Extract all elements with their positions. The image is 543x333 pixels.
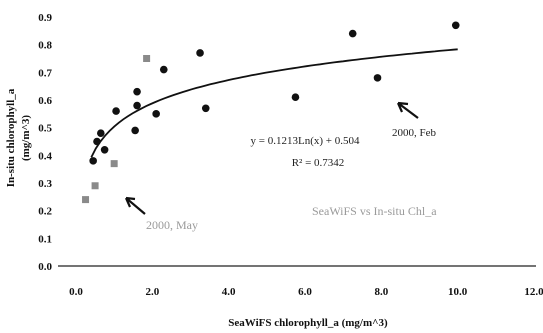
data-point-square bbox=[91, 182, 99, 190]
data-point bbox=[159, 65, 168, 74]
x-tick-label: 10.0 bbox=[448, 286, 468, 298]
data-point bbox=[97, 129, 105, 137]
annotation-feb: 2000, Feb bbox=[392, 127, 437, 139]
x-tick-labels: 0.0 2.0 4.0 6.0 8.0 10.0 12.0 bbox=[69, 286, 543, 298]
data-point bbox=[291, 93, 300, 102]
annotation-series-label: SeaWiFS vs In-situ Chl_a bbox=[312, 204, 437, 218]
data-point bbox=[89, 157, 97, 165]
annotation-may: 2000, May bbox=[146, 218, 198, 232]
data-point bbox=[451, 21, 460, 30]
y-tick-label: 0.3 bbox=[38, 178, 52, 190]
data-point bbox=[112, 107, 120, 115]
y-tick-label: 0.4 bbox=[38, 150, 52, 162]
y-tick-label: 0.0 bbox=[38, 261, 52, 273]
log-trendline bbox=[90, 48, 458, 158]
trendline-equation: y = 0.1213Ln(x) + 0.504 bbox=[251, 135, 360, 147]
y-tick-label: 0.7 bbox=[38, 67, 52, 79]
x-tick-label: 2.0 bbox=[145, 286, 159, 298]
x-tick-label: 12.0 bbox=[524, 286, 543, 298]
data-point-square bbox=[110, 160, 118, 168]
y-axis-title-line2: (mg/m^3) bbox=[20, 115, 32, 161]
data-point bbox=[93, 137, 101, 146]
data-point bbox=[201, 104, 210, 113]
data-point bbox=[133, 87, 141, 96]
data-point bbox=[133, 101, 141, 110]
data-point bbox=[152, 110, 160, 118]
y-tick-labels: 0.0 0.1 0.2 0.3 0.4 0.5 0.6 0.7 0.8 0.9 bbox=[38, 12, 52, 273]
y-tick-label: 0.8 bbox=[38, 40, 52, 52]
y-tick-label: 0.1 bbox=[38, 233, 52, 245]
y-axis-title-line1: In-situ chlorophyll_a bbox=[5, 88, 17, 187]
x-axis-title: SeaWiFS chlorophyll_a (mg/m^3) bbox=[228, 317, 388, 329]
arrow-may-icon bbox=[124, 196, 146, 215]
data-point bbox=[196, 49, 204, 57]
data-point bbox=[373, 74, 382, 82]
x-tick-label: 6.0 bbox=[298, 286, 312, 298]
y-tick-label: 0.6 bbox=[38, 95, 52, 107]
x-tick-label: 0.0 bbox=[69, 286, 83, 298]
data-point bbox=[100, 146, 109, 154]
data-point bbox=[348, 29, 357, 38]
data-point-square bbox=[143, 55, 151, 62]
y-tick-label: 0.9 bbox=[38, 12, 52, 24]
data-points bbox=[82, 21, 460, 204]
data-point-square bbox=[82, 196, 90, 204]
arrow-feb-icon bbox=[396, 101, 419, 119]
data-point bbox=[131, 126, 139, 135]
y-tick-label: 0.5 bbox=[38, 123, 52, 135]
x-tick-label: 8.0 bbox=[374, 286, 388, 298]
x-tick-label: 4.0 bbox=[222, 286, 236, 298]
y-tick-label: 0.2 bbox=[38, 206, 52, 218]
r-squared-label: R² = 0.7342 bbox=[292, 157, 345, 169]
